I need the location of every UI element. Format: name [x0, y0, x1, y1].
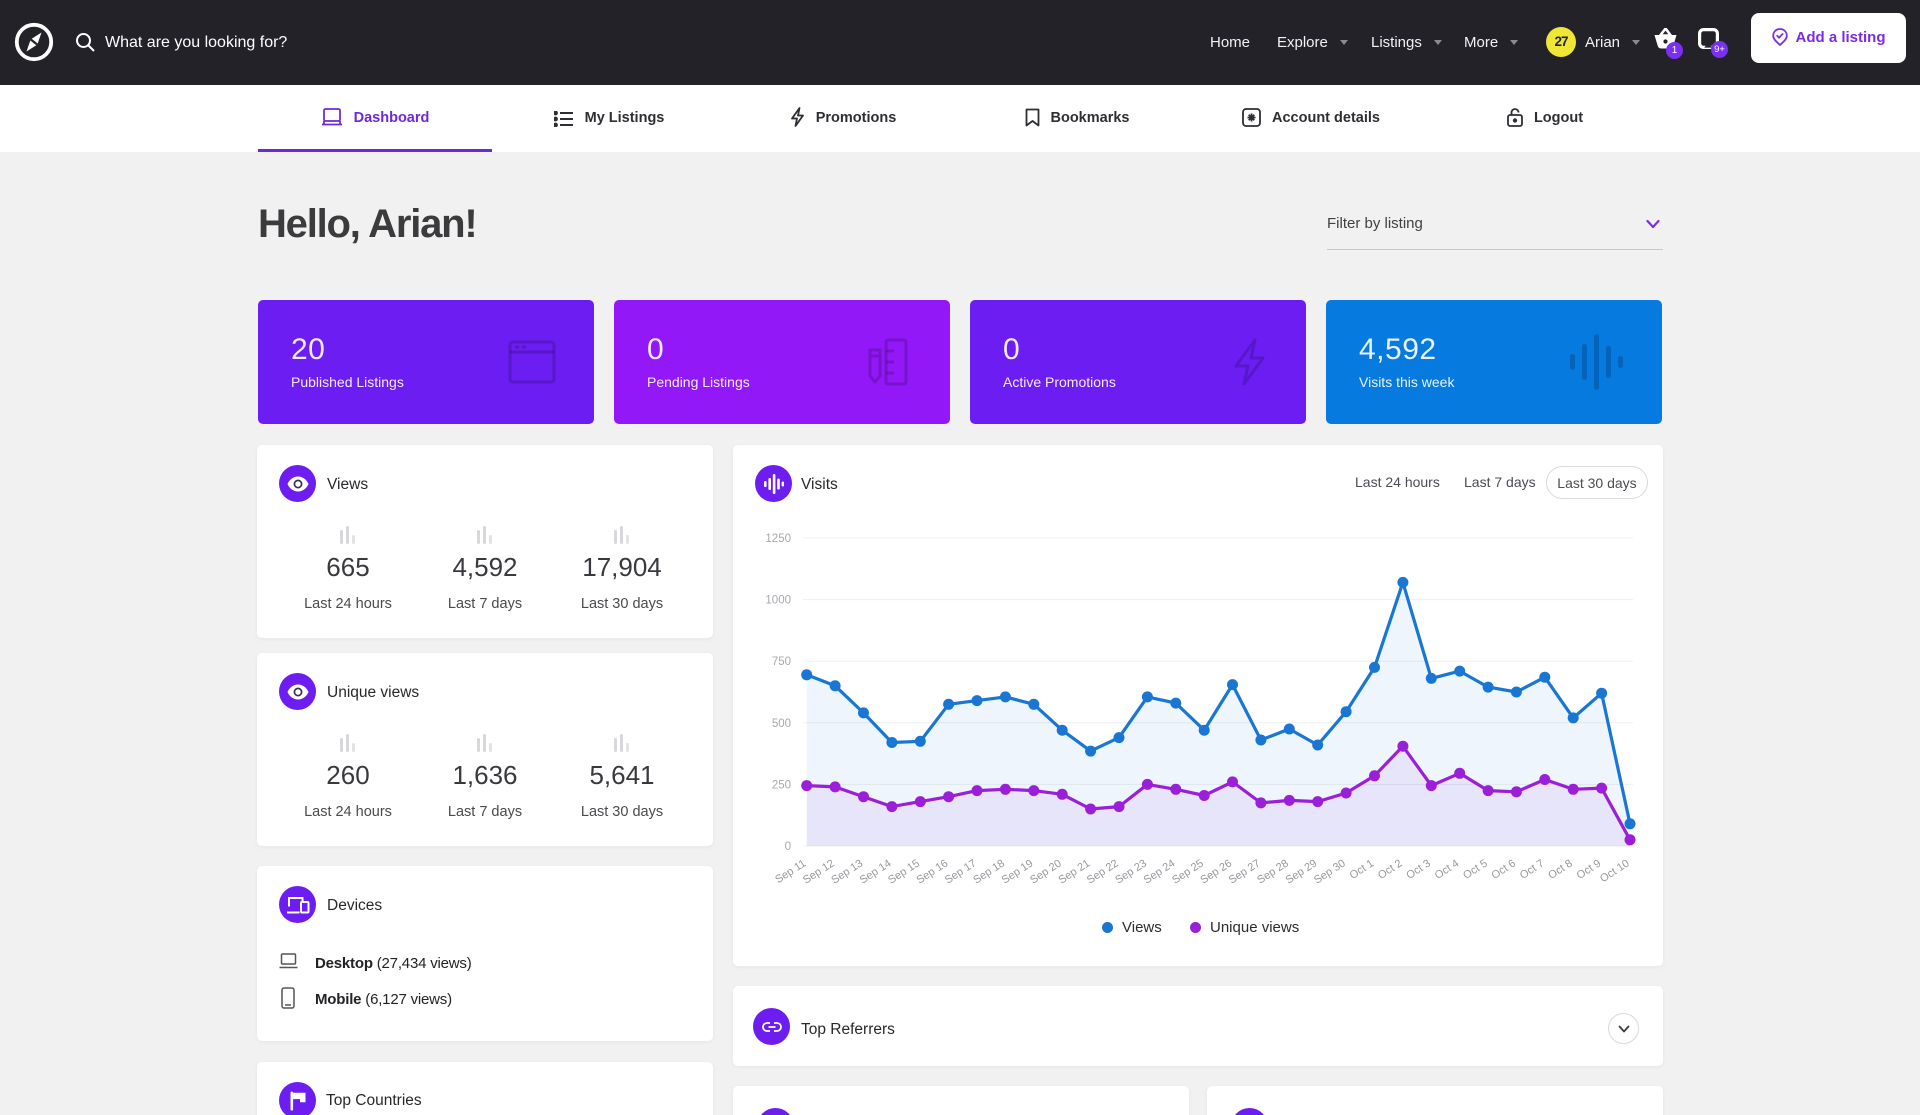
svg-text:0: 0 — [785, 841, 791, 853]
svg-text:Oct 10: Oct 10 — [1598, 857, 1632, 885]
svg-text:Sep 22: Sep 22 — [1085, 857, 1121, 886]
svg-text:Oct 7: Oct 7 — [1518, 857, 1547, 881]
svg-text:Sep 18: Sep 18 — [971, 857, 1007, 886]
svg-text:Sep 27: Sep 27 — [1227, 857, 1263, 886]
svg-text:Oct 8: Oct 8 — [1546, 857, 1575, 881]
svg-text:Sep 25: Sep 25 — [1170, 857, 1206, 886]
svg-text:Sep 19: Sep 19 — [1000, 857, 1036, 886]
svg-text:Sep 20: Sep 20 — [1028, 857, 1064, 886]
svg-text:Sep 16: Sep 16 — [914, 857, 950, 886]
svg-text:Sep 14: Sep 14 — [858, 857, 894, 886]
svg-text:Sep 23: Sep 23 — [1113, 857, 1149, 886]
svg-text:Sep 29: Sep 29 — [1284, 857, 1320, 886]
svg-text:Oct 3: Oct 3 — [1404, 857, 1433, 881]
svg-text:Sep 30: Sep 30 — [1312, 857, 1348, 886]
svg-text:Oct 5: Oct 5 — [1461, 857, 1490, 881]
svg-text:750: 750 — [772, 656, 791, 668]
svg-text:Oct 4: Oct 4 — [1433, 857, 1462, 881]
svg-text:Oct 2: Oct 2 — [1376, 857, 1405, 881]
svg-text:Sep 17: Sep 17 — [943, 857, 979, 886]
svg-text:250: 250 — [772, 779, 791, 791]
svg-text:1250: 1250 — [765, 533, 791, 545]
svg-text:Sep 12: Sep 12 — [801, 857, 837, 886]
svg-text:Sep 24: Sep 24 — [1142, 857, 1178, 886]
svg-text:Sep 28: Sep 28 — [1255, 857, 1291, 886]
svg-text:1000: 1000 — [765, 595, 791, 607]
svg-text:500: 500 — [772, 718, 791, 730]
svg-text:Oct 1: Oct 1 — [1348, 857, 1377, 881]
svg-text:Sep 11: Sep 11 — [773, 857, 808, 886]
svg-text:Sep 15: Sep 15 — [886, 857, 922, 886]
svg-text:Sep 21: Sep 21 — [1056, 857, 1092, 886]
svg-text:Oct 6: Oct 6 — [1489, 857, 1518, 881]
svg-text:Sep 13: Sep 13 — [829, 857, 865, 886]
svg-text:Sep 26: Sep 26 — [1198, 857, 1234, 886]
